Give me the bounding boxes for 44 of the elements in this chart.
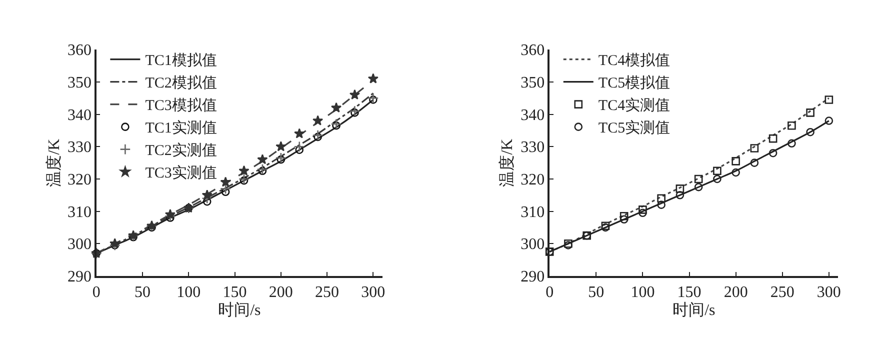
x-tick-label: 150 [222, 284, 247, 301]
legend-label: TC1实测值 [145, 120, 217, 137]
legend-label: TC3模拟值 [145, 97, 217, 114]
x-tick-label: 200 [268, 284, 293, 301]
legend-label: TC5模拟值 [598, 74, 670, 92]
x-tick-label: 0 [546, 284, 554, 301]
x-tick-label: 100 [630, 284, 655, 301]
x-axis-title: 时间/s [672, 300, 716, 319]
legend-label: TC2实测值 [145, 142, 217, 160]
y-tick-label: 330 [67, 139, 92, 156]
y-tick-label: 340 [520, 106, 545, 124]
y-tick-label: 300 [67, 236, 92, 254]
y-tick-label: 360 [520, 42, 545, 60]
x-tick-label: 300 [361, 284, 386, 301]
legend-label: TC1模拟值 [145, 52, 217, 70]
y-tick-label: 290 [520, 268, 545, 286]
y-tick-label: 350 [67, 74, 92, 92]
x-tick-label: 0 [92, 284, 100, 301]
legend-label: TC5实测值 [598, 120, 670, 137]
x-tick-label: 150 [677, 284, 702, 301]
x-axis-title: 时间/s [218, 300, 261, 319]
x-tick-label: 50 [588, 284, 604, 301]
y-tick-label: 320 [520, 172, 545, 189]
y-tick-label: 330 [520, 139, 545, 156]
x-tick-label: 300 [816, 284, 841, 301]
y-tick-label: 350 [520, 74, 545, 92]
y-axis-title: 温度/K [498, 138, 516, 187]
legend-label: TC2模拟值 [145, 74, 217, 92]
x-tick-label: 100 [176, 284, 201, 301]
legend-label: TC4实测值 [598, 97, 670, 114]
y-tick-label: 310 [520, 204, 545, 221]
y-axis-title: 温度/K [44, 138, 63, 187]
legend-label: TC3实测值 [145, 164, 217, 182]
y-tick-label: 340 [67, 106, 92, 124]
x-tick-label: 50 [134, 284, 151, 301]
y-tick-label: 300 [520, 236, 545, 254]
x-tick-label: 250 [315, 284, 340, 301]
x-tick-label: 250 [770, 284, 794, 301]
y-tick-label: 320 [67, 172, 92, 189]
y-tick-label: 360 [67, 42, 92, 60]
y-tick-label: 290 [67, 268, 92, 286]
x-tick-label: 200 [724, 284, 748, 301]
y-tick-label: 310 [67, 204, 92, 221]
legend-label: TC4模拟值 [598, 52, 670, 70]
